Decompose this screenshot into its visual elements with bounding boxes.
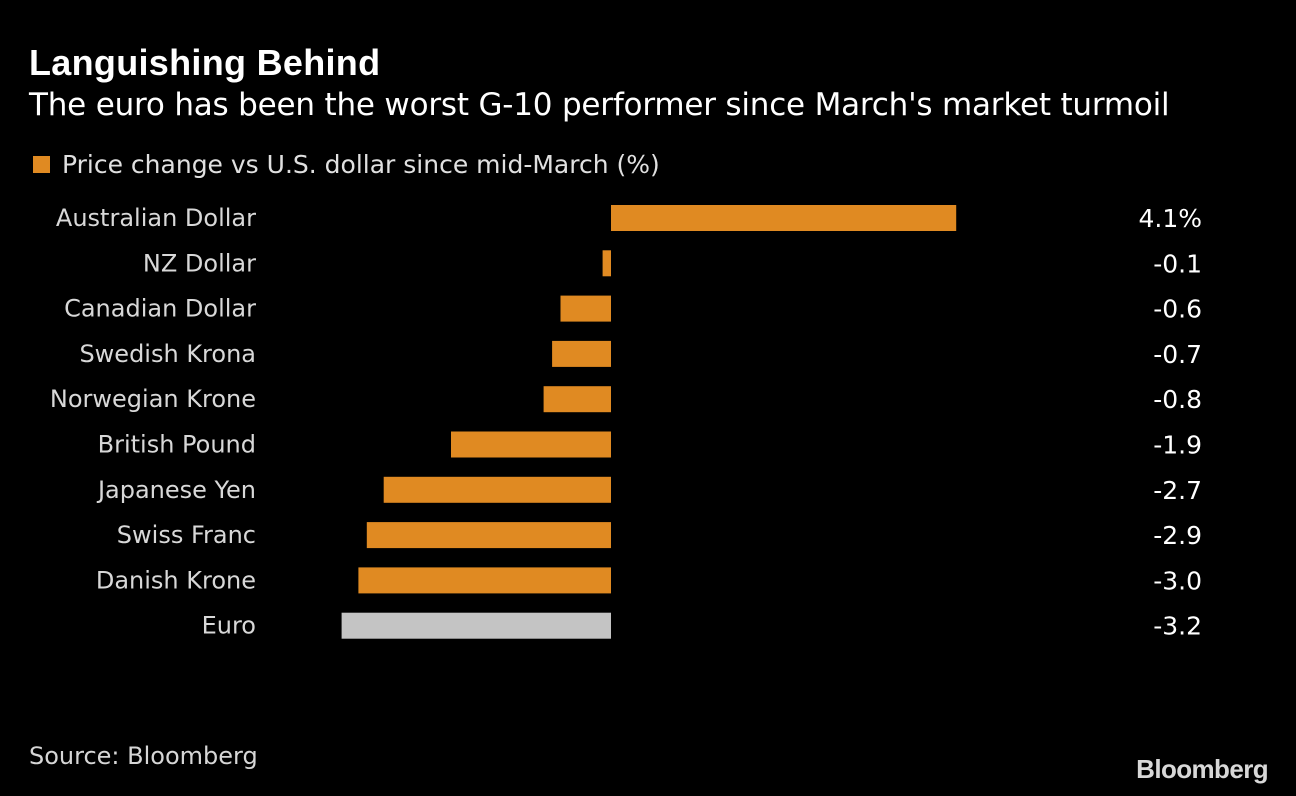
category-label: Canadian Dollar (64, 295, 256, 323)
category-label: Euro (202, 612, 256, 640)
bar (602, 250, 611, 277)
category-label: Australian Dollar (56, 204, 256, 232)
value-label: -1.9 (1153, 431, 1202, 460)
legend: Price change vs U.S. dollar since mid-Ma… (33, 150, 660, 179)
category-label: Norwegian Krone (50, 385, 256, 413)
legend-label: Price change vs U.S. dollar since mid-Ma… (62, 150, 660, 179)
value-label: -3.2 (1153, 612, 1202, 641)
bar (451, 431, 611, 458)
source-note: Source: Bloomberg (29, 742, 258, 770)
value-label: -3.0 (1153, 566, 1202, 595)
category-label: Swiss Franc (117, 521, 256, 549)
bar-chart: Australian Dollar 4.1% NZ Dollar -0.1 Canadi… (50, 204, 1202, 641)
category-label: Japanese Yen (96, 476, 256, 504)
bar-highlighted (341, 612, 611, 639)
chart-subtitle: The euro has been the worst G-10 perform… (29, 87, 1170, 123)
bar (366, 522, 611, 549)
value-label: -0.7 (1153, 340, 1202, 369)
legend-swatch (33, 156, 50, 173)
category-label: Swedish Krona (79, 340, 256, 368)
bloomberg-logo: Bloomberg (1136, 754, 1268, 784)
bar (560, 295, 611, 322)
category-label: NZ Dollar (143, 249, 256, 277)
bar (611, 205, 957, 231)
value-label: 4.1% (1138, 204, 1202, 233)
category-label: Danish Krone (96, 566, 256, 594)
bar (543, 386, 611, 413)
value-label: -0.6 (1153, 295, 1202, 324)
bar (358, 567, 611, 594)
chart-title: Languishing Behind (29, 42, 381, 83)
bar (383, 476, 611, 503)
value-label: -0.8 (1153, 385, 1202, 414)
value-label: -2.7 (1153, 476, 1202, 505)
value-label: -0.1 (1153, 249, 1202, 278)
category-label: British Pound (98, 431, 256, 459)
bar (552, 340, 611, 367)
value-label: -2.9 (1153, 521, 1202, 550)
